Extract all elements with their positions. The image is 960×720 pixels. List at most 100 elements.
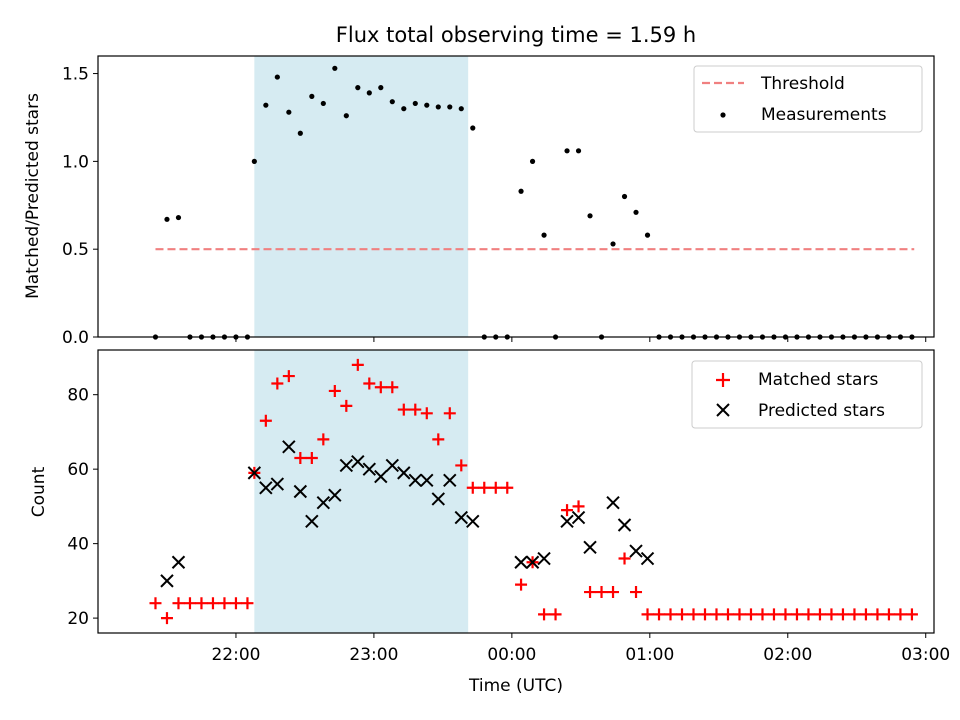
top-y-tick-label: 1.0 — [62, 152, 89, 172]
measurement-point — [164, 216, 170, 222]
matched-star-marker — [351, 358, 364, 371]
matched-star-marker — [641, 608, 654, 621]
top-y-tick-label: 0.0 — [62, 328, 89, 348]
measurement-point — [424, 102, 430, 108]
matched-star-marker — [305, 451, 318, 464]
matched-star-marker — [294, 451, 307, 464]
x-axis-label: Time (UTC) — [468, 676, 563, 696]
bottom-legend-box — [691, 360, 923, 429]
measurement-point — [610, 241, 616, 247]
measurement-point — [564, 148, 570, 154]
bottom-shaded-span — [254, 350, 469, 633]
legend-predicted-swatch — [716, 403, 730, 417]
matched-star-marker — [271, 377, 284, 390]
matched-star-marker — [882, 608, 895, 621]
x-tick-label: 03:00 — [901, 645, 950, 665]
top-legend: Threshold Measurements — [693, 65, 923, 133]
predicted-star-marker — [397, 466, 411, 480]
measurement-point — [309, 93, 315, 99]
predicted-star-marker — [328, 488, 342, 502]
measurement-point — [401, 106, 407, 112]
bottom-y-tick-label: 40 — [67, 535, 89, 555]
predicted-star-marker — [305, 514, 319, 528]
measurement-point — [355, 85, 361, 91]
matched-star-marker — [584, 586, 597, 599]
top-y-tick-label: 0.5 — [62, 240, 89, 260]
matched-star-marker — [420, 407, 433, 420]
matched-star-marker — [455, 459, 468, 472]
measurement-point — [412, 100, 418, 107]
predicted-star-marker — [629, 544, 643, 558]
matched-star-marker — [618, 552, 631, 565]
matched-star-marker — [813, 608, 826, 621]
matched-star-marker — [218, 597, 231, 610]
matched-star-marker — [756, 608, 769, 621]
measurement-point — [644, 232, 651, 238]
predicted-star-marker — [571, 510, 586, 525]
matched-star-marker — [859, 608, 872, 621]
matched-star-marker — [172, 597, 185, 610]
bottom-legend: Matched stars Predicted stars — [691, 360, 923, 429]
matched-star-marker — [538, 608, 551, 621]
x-tick-label: 00:00 — [487, 645, 536, 665]
measurement-point — [263, 102, 269, 108]
matched-star-marker — [733, 608, 746, 621]
matched-star-marker — [160, 612, 173, 625]
matched-star-marker — [374, 381, 387, 394]
predicted-star-marker — [385, 458, 400, 473]
bottom-y-tick-label: 60 — [67, 460, 89, 480]
matched-star-marker — [501, 481, 514, 494]
matched-star-marker — [515, 578, 528, 591]
matched-star-marker — [443, 407, 456, 420]
predicted-star-marker — [316, 495, 331, 510]
measurement-point — [389, 99, 395, 105]
matched-star-marker — [328, 384, 341, 397]
matched-star-marker — [549, 608, 562, 621]
measurement-point — [251, 158, 257, 164]
matched-star-marker — [802, 608, 815, 621]
top-y-tick-label: 1.5 — [62, 65, 89, 85]
matched-star-marker — [183, 597, 196, 610]
predicted-star-marker — [466, 514, 480, 528]
legend-predicted-label: Predicted stars — [758, 401, 885, 421]
matched-star-marker — [478, 481, 491, 494]
matched-star-marker — [317, 433, 330, 446]
predicted-star-marker — [171, 555, 186, 569]
matched-star-marker — [687, 608, 700, 621]
measurement-point — [470, 125, 476, 131]
matched-star-marker — [561, 504, 574, 517]
matched-star-marker — [206, 597, 219, 610]
bottom-axes-frame — [97, 349, 935, 634]
measurement-point — [575, 148, 582, 154]
legend-matched-swatch — [716, 373, 730, 387]
measurement-point — [366, 90, 372, 96]
matched-star-marker — [676, 608, 689, 621]
predicted-star-marker — [351, 455, 365, 469]
measurement-point — [541, 232, 547, 238]
predicted-star-marker — [606, 495, 620, 510]
predicted-star-marker — [514, 555, 528, 569]
predicted-star-marker — [160, 574, 174, 588]
predicted-star-marker — [420, 473, 434, 488]
measurement-point — [458, 106, 464, 112]
matched-star-marker — [595, 586, 608, 599]
matched-star-marker — [721, 608, 734, 621]
matched-star-marker — [825, 608, 838, 621]
matched-star-marker — [905, 608, 918, 621]
matched-star-marker — [710, 608, 723, 621]
matched-star-marker — [386, 381, 399, 394]
x-tick-label: 23:00 — [349, 645, 398, 665]
measurement-point — [435, 104, 441, 110]
measurement-point — [286, 109, 292, 115]
predicted-star-marker — [560, 514, 574, 528]
matched-star-marker — [767, 608, 780, 621]
matched-star-marker — [572, 500, 585, 513]
predicted-star-marker — [431, 492, 445, 506]
predicted-star-marker — [247, 466, 262, 480]
predicted-star-marker — [282, 440, 296, 454]
chart-title: Flux total observing time = 1.59 h — [336, 23, 696, 47]
matched-star-marker — [664, 608, 677, 621]
top-panel: 0.0 0.5 1.0 1.5 Matched/Predicted stars Thr… — [23, 55, 935, 348]
